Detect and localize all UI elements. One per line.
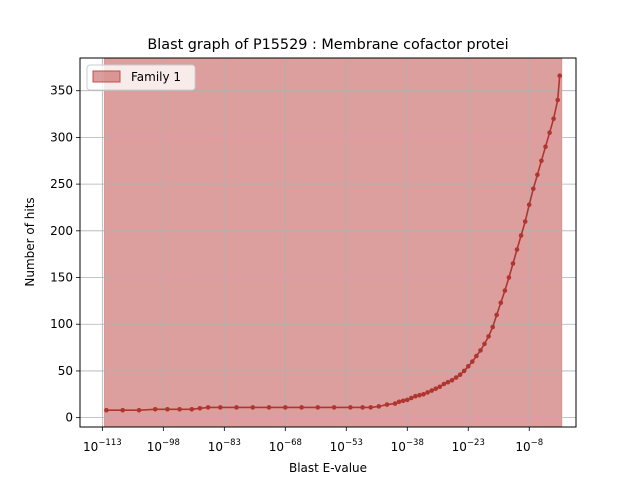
y-axis-title: Number of hits: [23, 197, 37, 286]
data-point: [498, 300, 504, 306]
x-tick-label: 10−23: [452, 438, 485, 454]
data-point: [478, 348, 483, 353]
y-tick-label: 250: [50, 177, 73, 191]
data-point: [396, 399, 402, 405]
data-point: [376, 404, 382, 409]
data-point: [413, 393, 418, 399]
x-tick-label: 10−38: [391, 438, 424, 454]
data-point: [136, 407, 142, 413]
data-point: [539, 158, 544, 164]
data-point: [445, 379, 451, 385]
data-point: [368, 405, 374, 410]
x-tick-label: 10−98: [147, 438, 180, 454]
x-axis-ticks: 10−113 10−98 10−83 10−68 10−53 10−38 10−23 10−8: [83, 427, 543, 454]
data-point: [457, 372, 463, 378]
data-point: [557, 73, 562, 78]
family-band: [103, 57, 563, 428]
y-tick-label: 0: [65, 411, 73, 425]
y-axis-ticks: 0 50 100 150 200 250 300 350: [50, 84, 80, 425]
data-point: [266, 405, 272, 410]
y-tick-label: 150: [50, 271, 73, 285]
data-point: [526, 202, 532, 207]
data-point: [417, 392, 422, 398]
data-point: [197, 406, 203, 411]
data-point: [234, 405, 239, 410]
data-point: [466, 364, 471, 369]
series-group: [104, 73, 562, 413]
data-point: [392, 401, 398, 406]
legend-label: Family 1: [131, 70, 181, 84]
data-point: [453, 375, 459, 380]
y-tick-label: 100: [50, 317, 73, 331]
data-point: [474, 353, 479, 359]
data-point: [250, 405, 256, 410]
data-point: [421, 392, 426, 397]
legend-swatch: [92, 70, 121, 83]
data-point: [494, 312, 500, 318]
data-point: [470, 359, 475, 364]
data-point: [425, 390, 430, 395]
data-point: [315, 405, 321, 410]
data-point: [437, 384, 443, 390]
data-point: [205, 405, 211, 410]
data-point: [506, 275, 512, 280]
data-point: [486, 334, 491, 339]
y-tick-label: 200: [50, 224, 73, 238]
data-point: [165, 407, 170, 412]
data-point: [152, 407, 158, 412]
data-point: [543, 144, 548, 149]
data-point: [535, 172, 540, 178]
data-point: [283, 405, 288, 410]
data-point: [461, 368, 467, 374]
data-point: [441, 381, 447, 387]
x-tick-label: 10−68: [269, 438, 302, 454]
x-tick-label: 10−113: [83, 438, 122, 454]
y-tick-label: 300: [50, 130, 73, 144]
data-point: [522, 219, 528, 224]
legend: Family 1: [86, 64, 196, 91]
data-point: [555, 97, 560, 103]
data-point: [518, 233, 524, 238]
data-point: [510, 261, 516, 266]
plot-frame: [79, 57, 577, 428]
y-tick-label: 50: [58, 364, 73, 378]
data-point: [218, 405, 223, 410]
data-point: [189, 407, 195, 412]
data-point: [547, 130, 552, 135]
data-point: [482, 341, 487, 347]
data-point: [348, 405, 353, 410]
data-point: [405, 397, 410, 403]
data-point: [177, 407, 182, 412]
data-point: [449, 378, 455, 383]
data-point: [490, 324, 496, 330]
data-point: [360, 405, 365, 410]
data-point: [384, 402, 390, 407]
data-point: [331, 405, 337, 410]
chart-title: Blast graph of P15529 : Membrane cofacto…: [147, 37, 508, 53]
data-point: [120, 407, 125, 413]
data-point: [400, 398, 406, 404]
data-point: [429, 388, 435, 393]
data-point: [104, 407, 109, 413]
data-point: [433, 386, 439, 392]
data-point: [299, 405, 304, 410]
x-axis-title: Blast E-value: [289, 461, 367, 475]
y-tick-label: 350: [50, 84, 73, 98]
data-point: [531, 186, 536, 192]
data-point: [551, 116, 556, 121]
x-tick-label: 10−8: [515, 438, 543, 454]
x-tick-label: 10−53: [330, 438, 363, 454]
data-point: [409, 395, 414, 401]
x-tick-label: 10−83: [208, 438, 241, 454]
data-point: [502, 288, 508, 293]
data-point: [514, 247, 520, 252]
